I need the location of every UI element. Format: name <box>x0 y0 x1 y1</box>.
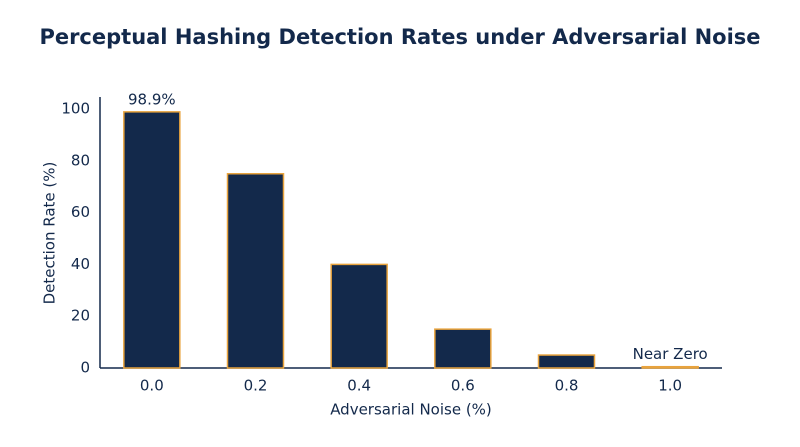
data-label: Near Zero <box>633 345 708 363</box>
data-label: 98.9% <box>128 90 176 108</box>
bar <box>123 111 181 369</box>
y-tick-label: 80 <box>71 151 90 169</box>
bar <box>330 263 388 369</box>
bar <box>641 365 699 369</box>
bar <box>434 328 492 369</box>
x-tick-label: 0.6 <box>451 377 475 395</box>
bar <box>537 354 596 369</box>
x-tick-label: 0.0 <box>140 377 164 395</box>
y-tick-label: 100 <box>61 100 90 118</box>
y-tick-label: 40 <box>71 255 90 273</box>
x-tick-label: 0.8 <box>555 377 579 395</box>
x-tick-label: 0.4 <box>347 377 371 395</box>
y-tick-label: 60 <box>71 203 90 221</box>
y-axis-label: Detection Rate (%) <box>41 162 59 305</box>
x-tick-label: 1.0 <box>658 377 682 395</box>
y-tick-label: 20 <box>71 307 90 325</box>
chart-title: Perceptual Hashing Detection Rates under… <box>39 25 760 49</box>
bar <box>226 173 285 369</box>
x-axis-label: Adversarial Noise (%) <box>330 401 492 419</box>
y-tick-label: 0 <box>80 359 90 377</box>
x-tick-label: 0.2 <box>244 377 268 395</box>
